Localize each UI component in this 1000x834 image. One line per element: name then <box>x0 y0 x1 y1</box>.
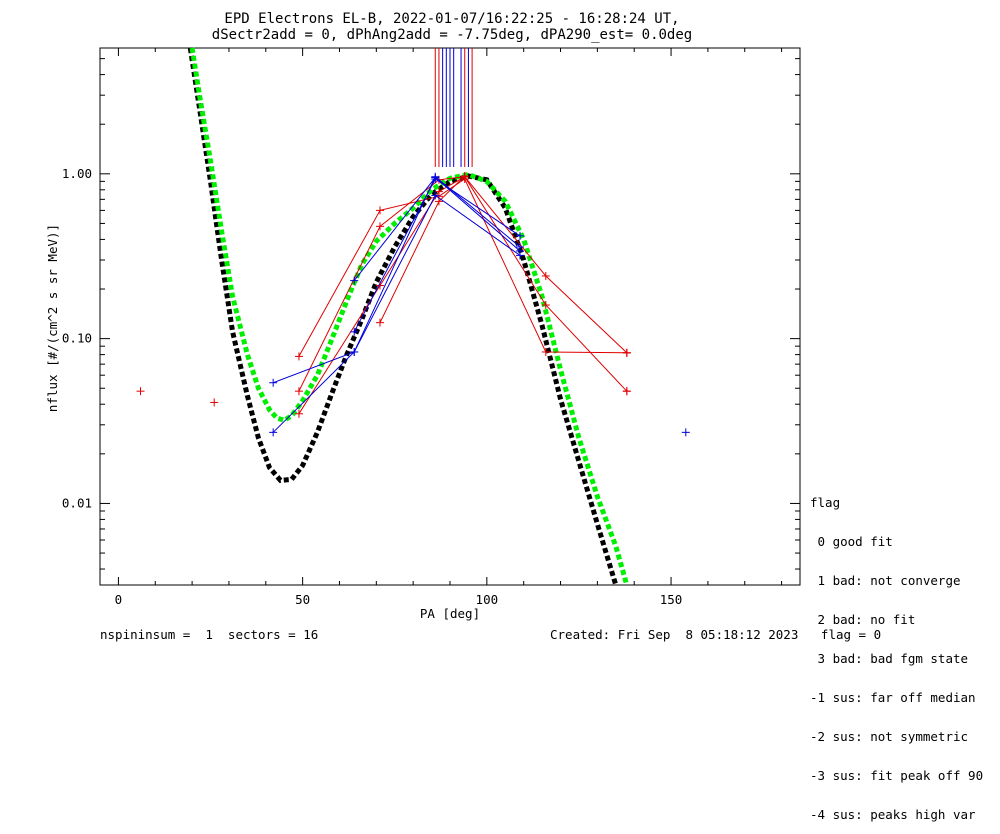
y-tick-label: 1.00 <box>62 166 92 181</box>
data-series <box>136 172 690 437</box>
legend-entry: 2 bad: no fit <box>810 612 916 627</box>
vertical-lines <box>434 48 473 167</box>
series-line <box>298 178 627 357</box>
series-line <box>298 176 628 392</box>
legend-entry: 0 good fit <box>810 534 893 549</box>
data-point <box>269 428 278 437</box>
data-point <box>460 172 469 181</box>
x-axis-label: PA [deg] <box>420 606 480 621</box>
chart-title: EPD Electrons EL-B, 2022-01-07/16:22:25 … <box>224 11 679 27</box>
data-point <box>541 347 550 356</box>
x-tick-label: 100 <box>476 592 499 607</box>
data-point <box>541 271 550 280</box>
y-tick-label: 0.10 <box>62 331 92 346</box>
y-tick-label: 0.01 <box>62 495 92 510</box>
data-point <box>681 428 690 437</box>
x-tick-label: 0 <box>115 592 123 607</box>
x-tick-label: 50 <box>295 592 310 607</box>
footer-left: nspininsum = 1 sectors = 16 <box>100 627 319 642</box>
chart: EPD Electrons EL-B, 2022-01-07/16:22:25 … <box>45 11 801 621</box>
series-line <box>298 176 628 415</box>
legend-title: flag <box>810 495 841 510</box>
data-point <box>269 378 278 387</box>
data-point <box>376 318 384 327</box>
data-point <box>294 409 303 418</box>
data-point <box>350 347 359 356</box>
legend-entry: -3 sus: fit peak off 90 <box>810 768 984 783</box>
fit-curves <box>187 47 630 586</box>
fit-curve <box>189 47 630 586</box>
data-point <box>136 387 145 396</box>
y-axis-label: nflux [#/(cm^2 s sr MeV)] <box>45 224 60 412</box>
data-point <box>516 247 524 256</box>
data-point <box>516 231 524 240</box>
data-point <box>622 348 631 357</box>
legend-entry: -1 sus: far off median <box>810 690 976 705</box>
data-point <box>431 173 440 182</box>
data-point <box>294 387 303 396</box>
footer-right: Created: Fri Sep 8 05:18:12 2023 flag = … <box>550 627 882 642</box>
x-tick-labels: 0 50 100 150 <box>115 592 683 607</box>
series-line <box>272 175 521 433</box>
data-point <box>622 387 631 396</box>
axis-ticks <box>100 48 800 585</box>
legend-entry: -4 sus: peaks high var <box>810 807 976 822</box>
legend-entry: 3 bad: bad fgm state <box>810 651 969 666</box>
data-point <box>376 206 384 215</box>
fit-curve <box>187 47 619 586</box>
data-point <box>350 276 359 285</box>
data-point <box>431 191 440 200</box>
data-point <box>376 222 384 231</box>
legend-entry: 1 bad: not converge <box>810 573 961 588</box>
x-tick-label: 150 <box>660 592 683 607</box>
chart-subtitle: dSectr2add = 0, dPhAng2add = -7.75deg, d… <box>212 27 692 43</box>
flag-legend: flag 0 good fit 1 bad: not converge 2 ba… <box>810 470 983 834</box>
y-tick-labels: 0.01 0.10 1.00 <box>62 166 92 511</box>
series-line <box>273 194 521 384</box>
data-point <box>294 352 303 361</box>
data-point <box>210 398 219 407</box>
data-point <box>350 327 359 336</box>
data-point <box>541 300 550 309</box>
data-point <box>434 197 443 206</box>
legend-entry: -2 sus: not symmetric <box>810 729 969 744</box>
